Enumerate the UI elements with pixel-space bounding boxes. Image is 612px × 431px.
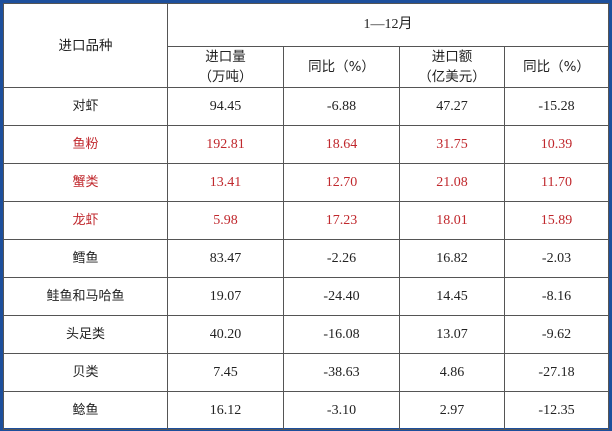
import-volume-cell: 94.45: [167, 87, 284, 126]
species-name: 对虾: [3, 87, 168, 126]
species-name: 贝类: [3, 353, 168, 392]
import-volume-cell: 16.12: [167, 391, 284, 430]
import-volume-cell: 19.07: [167, 277, 284, 316]
import-value-cell: 18.01: [399, 201, 505, 240]
import-value-cell: 2.97: [399, 391, 505, 430]
table-row: 贝类 7.45 -38.63 4.86 -27.18: [3, 353, 609, 392]
volume-yoy-cell: 12.70: [283, 163, 400, 202]
volume-yoy-cell: -2.26: [283, 239, 400, 278]
import-value-cell: 16.82: [399, 239, 505, 278]
import-value-cell: 4.86: [399, 353, 505, 392]
table-row: 鱼粉 192.81 18.64 31.75 10.39: [3, 125, 609, 164]
import-value-cell: 13.07: [399, 315, 505, 354]
value-yoy-cell: -9.62: [504, 315, 609, 354]
species-name: 鳕鱼: [3, 239, 168, 278]
col-header-value-yoy: 同比（%）: [504, 46, 609, 88]
value-yoy-cell: 10.39: [504, 125, 609, 164]
volume-yoy-cell: -38.63: [283, 353, 400, 392]
col-header-unit: （亿美元）: [418, 69, 486, 85]
volume-yoy-cell: -3.10: [283, 391, 400, 430]
species-name: 龙虾: [3, 201, 168, 240]
value-yoy-cell: -8.16: [504, 277, 609, 316]
period-header: 1—12月: [167, 3, 609, 47]
species-name: 鲶鱼: [3, 391, 168, 430]
col-header-line: 进口额: [431, 49, 473, 65]
table-row: 龙虾 5.98 17.23 18.01 15.89: [3, 201, 609, 240]
species-name: 鱼粉: [3, 125, 168, 164]
import-volume-cell: 7.45: [167, 353, 284, 392]
volume-yoy-cell: -24.40: [283, 277, 400, 316]
import-volume-cell: 5.98: [167, 201, 284, 240]
species-name: 蟹类: [3, 163, 168, 202]
value-yoy-cell: 11.70: [504, 163, 609, 202]
value-yoy-cell: 15.89: [504, 201, 609, 240]
col-header-volume-yoy: 同比（%）: [283, 46, 400, 88]
import-volume-cell: 83.47: [167, 239, 284, 278]
value-yoy-cell: -2.03: [504, 239, 609, 278]
import-value-cell: 31.75: [399, 125, 505, 164]
import-volume-cell: 13.41: [167, 163, 284, 202]
import-volume-cell: 192.81: [167, 125, 284, 164]
import-value-cell: 21.08: [399, 163, 505, 202]
import-volume-cell: 40.20: [167, 315, 284, 354]
table-row: 头足类 40.20 -16.08 13.07 -9.62: [3, 315, 609, 354]
volume-yoy-cell: -16.08: [283, 315, 400, 354]
col-header-unit: （万吨）: [198, 69, 253, 85]
import-table: 进口品种 1—12月 进口量 （万吨） 同比（%） 进口额 （亿美元） 同比（%） …: [3, 3, 609, 430]
value-yoy-cell: -12.35: [504, 391, 609, 430]
col-header-value: 进口额 （亿美元）: [399, 46, 505, 88]
table-frame: 进口品种 1—12月 进口量 （万吨） 同比（%） 进口额 （亿美元） 同比（%） …: [3, 3, 609, 430]
species-name: 头足类: [3, 315, 168, 354]
species-name: 鲑鱼和马哈鱼: [3, 277, 168, 316]
table-row: 对虾 94.45 -6.88 47.27 -15.28: [3, 87, 609, 126]
table-row: 鳕鱼 83.47 -2.26 16.82 -2.03: [3, 239, 609, 278]
value-yoy-cell: -15.28: [504, 87, 609, 126]
volume-yoy-cell: -6.88: [283, 87, 400, 126]
value-yoy-cell: -27.18: [504, 353, 609, 392]
volume-yoy-cell: 18.64: [283, 125, 400, 164]
table-row: 鲑鱼和马哈鱼 19.07 -24.40 14.45 -8.16: [3, 277, 609, 316]
col-header-line: 进口量: [205, 49, 246, 65]
col-header-volume: 进口量 （万吨）: [167, 46, 284, 88]
table-row: 鲶鱼 16.12 -3.10 2.97 -12.35: [3, 391, 609, 430]
row-header: 进口品种: [3, 3, 168, 88]
table-row: 蟹类 13.41 12.70 21.08 11.70: [3, 163, 609, 202]
import-value-cell: 14.45: [399, 277, 505, 316]
import-value-cell: 47.27: [399, 87, 505, 126]
volume-yoy-cell: 17.23: [283, 201, 400, 240]
